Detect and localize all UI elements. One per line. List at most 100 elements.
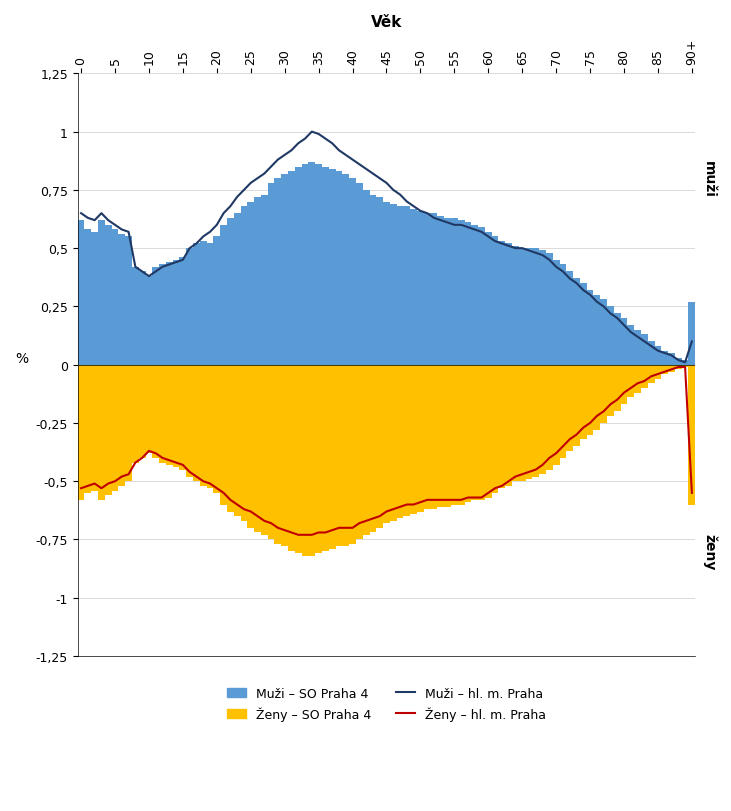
Legend: Muži – SO Praha 4, Ženy – SO Praha 4, Muži – hl. m. Praha, Ženy – hl. m. Praha: Muži – SO Praha 4, Ženy – SO Praha 4, Mu… <box>222 682 551 726</box>
Bar <box>485 365 492 498</box>
Bar <box>648 342 654 365</box>
Bar <box>641 335 648 365</box>
Bar <box>635 330 641 365</box>
Bar <box>145 277 152 365</box>
Bar <box>600 365 607 423</box>
Bar <box>675 358 682 365</box>
Bar <box>607 365 614 416</box>
Bar <box>180 258 186 365</box>
Ženy – hl. m. Praha <box>599 407 608 417</box>
Bar <box>397 365 404 519</box>
Bar <box>322 167 329 365</box>
Bar <box>254 365 261 533</box>
Ženy – hl. m. Praha <box>294 530 303 540</box>
Bar <box>132 268 139 365</box>
Bar <box>573 279 580 365</box>
Bar <box>369 195 376 365</box>
Bar <box>526 249 532 365</box>
Ženy – hl. m. Praha <box>151 448 160 458</box>
Bar <box>654 365 662 380</box>
Bar <box>668 365 675 372</box>
Bar <box>458 221 464 365</box>
Bar <box>193 244 200 365</box>
Bar <box>532 365 539 477</box>
Bar <box>539 251 546 365</box>
Bar <box>451 365 458 505</box>
Bar <box>85 230 91 365</box>
Bar <box>675 365 682 370</box>
Bar <box>627 326 635 365</box>
Ženy – hl. m. Praha <box>77 483 86 493</box>
Bar <box>193 365 200 482</box>
Bar <box>376 365 383 528</box>
Bar <box>220 225 227 365</box>
Muži – hl. m. Praha <box>674 356 683 366</box>
Bar <box>220 365 227 505</box>
Bar <box>431 214 437 365</box>
Bar <box>152 365 159 458</box>
Bar <box>512 365 519 482</box>
Bar <box>526 365 532 479</box>
Bar <box>166 263 173 365</box>
Bar <box>261 365 268 535</box>
Bar <box>329 169 336 365</box>
Bar <box>594 365 600 431</box>
Bar <box>567 272 573 365</box>
Bar <box>444 365 451 507</box>
Ženy – hl. m. Praha <box>681 363 689 372</box>
Bar <box>499 365 505 488</box>
Bar <box>77 365 85 500</box>
Bar <box>166 365 173 466</box>
Bar <box>180 365 186 470</box>
Bar <box>288 172 295 365</box>
Bar <box>112 230 118 365</box>
Bar <box>614 365 621 412</box>
Muži – hl. m. Praha <box>599 303 608 312</box>
Bar <box>308 163 315 365</box>
Ženy – hl. m. Praha <box>232 500 241 510</box>
Bar <box>85 365 91 493</box>
Bar <box>559 365 567 458</box>
Bar <box>559 265 567 365</box>
Bar <box>363 191 369 365</box>
Bar <box>159 265 166 365</box>
Bar <box>213 237 220 365</box>
Muži – hl. m. Praha <box>308 127 317 137</box>
Bar <box>553 260 559 365</box>
Bar <box>200 242 207 365</box>
Bar <box>98 221 105 365</box>
Bar <box>275 179 281 365</box>
Bar <box>268 365 275 540</box>
Bar <box>689 365 695 505</box>
Bar <box>492 365 499 493</box>
Bar <box>288 365 295 551</box>
Line: Ženy – hl. m. Praha: Ženy – hl. m. Praha <box>81 367 692 535</box>
Bar <box>682 365 689 367</box>
Bar <box>91 365 98 491</box>
Title: Věk: Věk <box>371 15 402 30</box>
Bar <box>152 268 159 365</box>
Bar <box>390 204 397 365</box>
Bar <box>207 365 213 488</box>
Muži – hl. m. Praha <box>436 216 445 225</box>
Bar <box>91 233 98 365</box>
Bar <box>159 365 166 463</box>
Bar <box>607 307 614 365</box>
Bar <box>234 365 240 517</box>
Bar <box>261 195 268 365</box>
Bar <box>186 365 193 477</box>
Muži – hl. m. Praha <box>687 337 696 347</box>
Muži – hl. m. Praha <box>219 209 228 219</box>
Bar <box>376 198 383 365</box>
Bar <box>302 165 308 365</box>
Bar <box>369 365 376 533</box>
Bar <box>689 303 695 365</box>
Bar <box>417 365 424 512</box>
Bar <box>118 235 125 365</box>
Bar <box>512 247 519 365</box>
Bar <box>295 365 302 554</box>
Bar <box>281 174 288 365</box>
Bar <box>112 365 118 491</box>
Bar <box>349 365 356 544</box>
Bar <box>451 219 458 365</box>
